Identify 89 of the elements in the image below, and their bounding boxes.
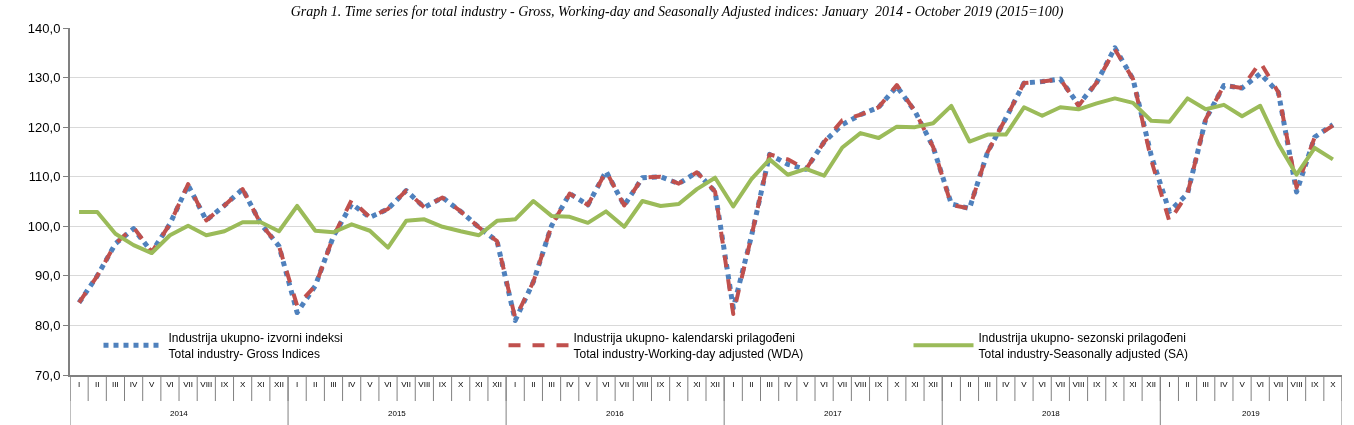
x-tick-label: VII [1055, 379, 1066, 389]
x-tick-label: V [149, 379, 156, 389]
text: 2017 [824, 409, 843, 418]
y-tick-label: 90,0 [35, 268, 61, 284]
x-tick-label: X [676, 379, 683, 389]
x-tick-label: V [585, 379, 592, 389]
x-tick-label: VIII [854, 379, 867, 389]
x-tick-label: IX [1092, 379, 1102, 389]
y-tick-label: 80,0 [35, 317, 61, 333]
x-tick-label: IV [347, 379, 357, 389]
line-series [77, 96, 1335, 256]
x-tick-label: VII [401, 379, 412, 389]
x-tick-label: VI [384, 379, 392, 389]
y-tick-label: 130,0 [27, 70, 61, 86]
x-tick-label: XI [1129, 379, 1137, 389]
x-tick-label: III [1202, 379, 1210, 389]
x-tick-label: II [1185, 379, 1190, 389]
x-tick-label: VII [183, 379, 193, 389]
x-tick-label: XI [257, 379, 265, 389]
x-tick-label: IX [874, 379, 884, 389]
x-tick-label: I [1168, 379, 1171, 389]
x-tick-label: X [239, 379, 246, 389]
x-tick-label: IV [129, 379, 139, 389]
x-tick-label: V [1239, 379, 1246, 389]
x-tick-label: VIII [1290, 379, 1303, 389]
y-tick-label: 100,0 [27, 218, 61, 234]
x-tick-label: II [531, 379, 536, 389]
x-tick-label: I [514, 379, 517, 389]
x-tick-label: VI [1256, 379, 1265, 389]
x-tick-label: IX [656, 379, 666, 389]
legend-label: Industrija ukupno- kalendarski prilagođeni Total industry-Working-day adjusted (WDA) [573, 331, 804, 361]
x-tick-label: XII [274, 379, 284, 389]
x-tick-label: X [1330, 379, 1337, 389]
x-tick-label: VII [1273, 379, 1284, 389]
y-tick-label: 120,0 [27, 119, 61, 135]
x-tick-label: II [967, 379, 972, 389]
text: 2014 [170, 409, 189, 418]
x-tick-label: III [112, 379, 119, 389]
x-tick-label: IV [1220, 379, 1229, 389]
x-tick-label: VII [619, 379, 630, 389]
x-tick-label: I [296, 379, 299, 389]
x-tick-label: VIII [636, 379, 649, 389]
y-tick-label: 110,0 [28, 169, 61, 185]
x-tick-label: I [732, 379, 735, 389]
x-tick-label: IX [220, 379, 229, 389]
chart-title: Graph 1. Time series for total industry - Gross, Working-day and Seasonally Adjusted indices: January 2014 - October 2019 (2015=100) [290, 4, 1064, 21]
x-tick-label: IX [1310, 379, 1320, 389]
legend-label: Industrija ukupno- izvorni indeksi Total industry- Gross Indices [168, 331, 343, 361]
x-tick-label: XI [911, 379, 919, 389]
y-tick-label: 140,0 [27, 20, 61, 36]
x-tick-label: I [77, 379, 81, 389]
x-tick-label: VIII [418, 379, 431, 389]
text: 2016 [606, 409, 625, 418]
x-tick-label: III [984, 379, 991, 389]
x-tick-label: IX [438, 379, 447, 389]
x-tick-label: II [95, 379, 100, 389]
x-tick-label: II [313, 379, 318, 389]
x-tick-label: XII [928, 379, 939, 389]
x-tick-label: VIII [200, 379, 213, 389]
x-tick-label: V [1021, 379, 1028, 389]
x-tick-label: V [367, 379, 374, 389]
x-tick-label: I [950, 379, 953, 389]
x-tick-label: XII [492, 379, 502, 389]
x-tick-label: IV [783, 379, 793, 389]
x-tick-label: X [894, 379, 901, 389]
x-tick-label: III [548, 379, 555, 389]
x-tick-label: V [803, 379, 810, 389]
x-tick-label: XI [693, 379, 701, 389]
y-tick-label: 70,0 [35, 367, 61, 383]
x-tick-label: VI [820, 379, 828, 389]
text: 2018 [1042, 409, 1061, 418]
text: 2015 [388, 409, 407, 418]
x-tick-label: XII [710, 379, 720, 389]
x-tick-label: VI [602, 379, 610, 389]
x-tick-label: X [1112, 379, 1119, 389]
x-tick-label: X [458, 379, 465, 389]
x-tick-label: III [330, 379, 337, 389]
text: 2019 [1242, 409, 1261, 418]
x-tick-label: II [749, 379, 754, 389]
x-tick-label: III [766, 379, 773, 389]
x-tick-label: IV [565, 379, 575, 389]
x-tick-label: IV [1002, 379, 1011, 389]
legend-label: Industrija ukupno- sezonski prilagođeni Total industry-Seasonally adjusted (SA) [978, 331, 1188, 361]
x-tick-label: XII [1146, 379, 1157, 389]
x-tick-label: VIII [1072, 379, 1085, 389]
x-tick-label: VI [166, 379, 174, 389]
x-tick-label: XI [475, 379, 483, 389]
x-tick-label: VI [1038, 379, 1046, 389]
x-tick-label: VII [837, 379, 848, 389]
